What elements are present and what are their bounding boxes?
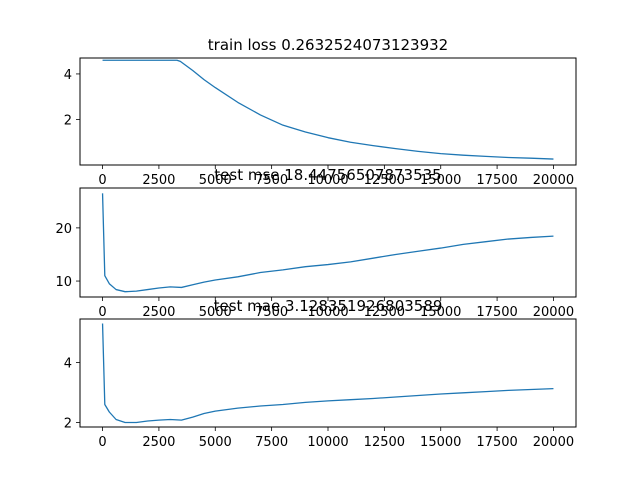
test-mae-x-tick-label: 0	[98, 435, 106, 450]
train-loss-title: train loss 0.2632524073123932	[208, 36, 448, 54]
test-mse-y-tick-label: 20	[55, 222, 72, 237]
test-mse-x-tick-label: 12500	[364, 305, 405, 320]
test-mae-x-tick-label: 5000	[199, 435, 232, 450]
test-mse-series-line	[101, 193, 554, 293]
train-loss-x-tick-label: 20000	[533, 173, 574, 188]
test-mse-x-tick-label: 20000	[533, 305, 574, 320]
train-loss-x-tick-label: 10000	[307, 173, 348, 188]
test-mae-x-tick-label: 15000	[420, 435, 461, 450]
train-loss-axes-frame	[79, 57, 577, 166]
test-mse-x-tick-label: 0	[98, 305, 106, 320]
train-loss-y-tick-label: 2	[64, 113, 72, 128]
train-loss-x-tick-label: 12500	[364, 173, 405, 188]
test-mse-x-tick-label: 7500	[255, 305, 288, 320]
test-mae-series-line	[101, 323, 554, 424]
test-mae-title: test mae 3.128351926803589	[214, 297, 443, 315]
test-mae-x-tick-label: 20000	[533, 435, 574, 450]
test-mae-panel: 0 2500 5000 7500 10000 12500 15000 17500 20000 2 4…	[64, 297, 577, 450]
test-mse-axes-frame	[79, 187, 577, 298]
test-mae-x-tick-label: 10000	[307, 435, 348, 450]
test-mse-x-tick-label: 10000	[307, 305, 348, 320]
train-loss-x-tick-label: 17500	[476, 173, 517, 188]
test-mae-x-tick-label: 7500	[255, 435, 288, 450]
train-loss-x-tick-label: 15000	[420, 173, 461, 188]
train-loss-x-tick-label: 0	[98, 173, 106, 188]
train-loss-series-line	[102, 59, 554, 160]
test-mae-x-tick-label: 2500	[142, 435, 175, 450]
test-mae-x-tick-label: 12500	[364, 435, 405, 450]
test-mse-y-tick-label: 10	[55, 275, 72, 290]
train-loss-y-tick-label: 4	[64, 68, 72, 83]
test-mse-x-tick-label: 17500	[476, 305, 517, 320]
test-mae-axes-frame	[79, 318, 577, 428]
test-mae-x-tick-label: 17500	[476, 435, 517, 450]
test-mse-title: test mse 18.44756507873535	[214, 166, 441, 184]
train-loss-x-tick-label: 7500	[255, 173, 288, 188]
train-loss-panel: 0 2500 5000 7500 10000 12500 15000 17500 20000 2 4…	[64, 36, 577, 188]
train-loss-x-tick-label: 5000	[199, 173, 232, 188]
train-loss-x-tick-label: 2500	[142, 173, 175, 188]
test-mse-x-tick-label: 15000	[420, 305, 461, 320]
test-mae-y-tick-label: 4	[64, 357, 72, 372]
test-mae-y-tick-label: 2	[64, 417, 72, 432]
test-mse-x-tick-label: 5000	[199, 305, 232, 320]
test-mse-panel: 0 2500 5000 7500 10000 12500 15000 17500 20000 10…	[55, 166, 577, 320]
test-mse-x-tick-label: 2500	[142, 305, 175, 320]
